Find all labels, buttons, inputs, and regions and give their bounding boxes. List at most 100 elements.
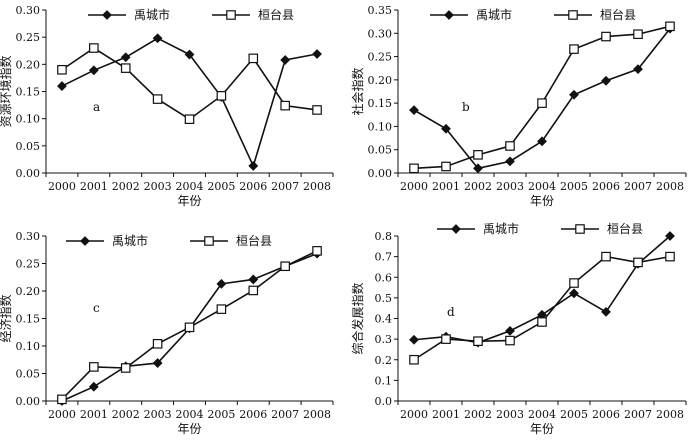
x-tick-label: 2006 <box>239 180 267 193</box>
data-point <box>184 49 195 60</box>
panel-letter: b <box>462 100 470 114</box>
axis-frame <box>45 10 333 174</box>
data-point <box>665 21 675 32</box>
data-point <box>312 49 322 59</box>
legend: 禹城市 桓台县 <box>437 221 643 236</box>
legend-marker <box>568 10 578 20</box>
legend-label: 禹城市 <box>134 7 170 22</box>
series-square <box>409 21 675 174</box>
x-tick-label: 2006 <box>239 408 267 421</box>
x-tick-label: 2005 <box>207 408 235 421</box>
data-point <box>57 81 67 91</box>
data-point <box>441 334 451 344</box>
data-point <box>184 114 195 125</box>
y-tick-label: 0.10 <box>16 113 41 126</box>
data-point <box>473 336 483 346</box>
x-axis-title: 年份 <box>177 194 201 208</box>
x-axis-title: 年份 <box>530 194 554 208</box>
data-point <box>216 278 227 289</box>
x-tick-label: 2005 <box>560 180 588 193</box>
legend-marker <box>444 10 454 20</box>
legend-marker <box>102 10 112 20</box>
x-tick-label: 2001 <box>432 408 460 421</box>
legend-label: 桓台县 <box>236 233 272 248</box>
y-tick-label: 0.15 <box>16 313 41 326</box>
x-tick-label: 2004 <box>528 180 556 193</box>
panel-a: 0.00 0.05 0.10 0.15 0.20 0.25 0.30 2000 2001 2002… <box>0 4 334 208</box>
data-point <box>665 251 675 262</box>
data-point <box>89 43 99 53</box>
data-point <box>88 381 99 392</box>
panel-b: 0.00 0.05 0.10 0.15 0.20 0.25 0.30 0.35 2000 2001… <box>350 4 687 208</box>
x-tick-label: 2008 <box>656 408 684 421</box>
data-point <box>505 335 515 346</box>
data-point <box>280 55 291 65</box>
data-point <box>409 354 419 365</box>
data-point <box>505 325 515 336</box>
y-tick-label: 0.05 <box>16 368 41 381</box>
data-point <box>569 89 579 100</box>
x-tick-label: 2002 <box>112 408 140 421</box>
x-tick-label: 2007 <box>271 408 299 421</box>
x-tick-label: 2006 <box>592 180 620 193</box>
series-diamond <box>409 231 675 348</box>
x-tick-label: 2001 <box>80 180 108 193</box>
data-point <box>280 100 290 111</box>
data-point <box>409 105 419 116</box>
x-tick-label: 2007 <box>271 180 299 193</box>
y-tick-label: 0.1 <box>375 374 393 387</box>
series-square <box>409 251 675 365</box>
x-tick-label: 2005 <box>560 408 588 421</box>
data-point <box>409 163 419 174</box>
y-tick-label: 0.30 <box>16 230 41 243</box>
data-point <box>569 44 579 54</box>
data-point <box>152 339 163 349</box>
legend-marker <box>575 224 585 234</box>
legend-marker <box>226 10 236 20</box>
x-axis-title: 年份 <box>177 422 201 436</box>
data-point <box>120 63 131 73</box>
x-tick-label: 2002 <box>464 180 492 193</box>
y-tick-label: 0.0 <box>375 395 393 408</box>
legend-label: 桓台县 <box>600 7 636 22</box>
y-tick-label: 0.10 <box>16 340 41 353</box>
series-square <box>57 43 322 125</box>
data-point <box>248 274 259 285</box>
data-point <box>89 362 99 372</box>
panel-letter: d <box>447 305 455 319</box>
y-axis-title: 社会指数 <box>350 67 365 115</box>
data-point <box>216 304 227 314</box>
y-tick-label: 0.05 <box>368 144 393 157</box>
data-point <box>152 358 163 368</box>
data-point <box>57 64 67 75</box>
y-tick-label: 0.25 <box>368 51 393 64</box>
y-tick-label: 0.8 <box>375 230 393 243</box>
data-point <box>57 394 67 405</box>
data-point <box>601 306 611 317</box>
x-tick-label: 2004 <box>176 408 204 421</box>
x-tick-label: 2000 <box>400 180 428 193</box>
y-tick-label: 0.25 <box>16 258 41 271</box>
x-tick-label: 2003 <box>144 180 172 193</box>
x-tick-label: 2001 <box>80 408 108 421</box>
x-tick-label: 2000 <box>400 408 428 421</box>
data-point <box>537 136 547 147</box>
legend-marker <box>204 236 214 246</box>
data-point <box>152 33 163 44</box>
y-tick-label: 0.20 <box>16 285 41 298</box>
data-point <box>569 288 579 299</box>
y-tick-label: 0.00 <box>16 167 41 180</box>
data-point <box>120 363 131 373</box>
legend: 禹城市 桓台县 <box>430 7 636 22</box>
y-tick-label: 0.15 <box>16 86 41 99</box>
y-tick-label: 0.30 <box>368 27 393 40</box>
x-tick-label: 2003 <box>496 180 524 193</box>
y-axis-title: 资源环境指数 <box>0 55 13 127</box>
data-point <box>248 53 259 64</box>
x-tick-label: 2006 <box>592 408 620 421</box>
y-tick-label: 0.30 <box>16 4 41 17</box>
y-tick-label: 0.00 <box>16 395 41 408</box>
data-point <box>537 98 547 108</box>
y-tick-label: 0.35 <box>368 4 393 17</box>
data-point <box>120 52 131 63</box>
